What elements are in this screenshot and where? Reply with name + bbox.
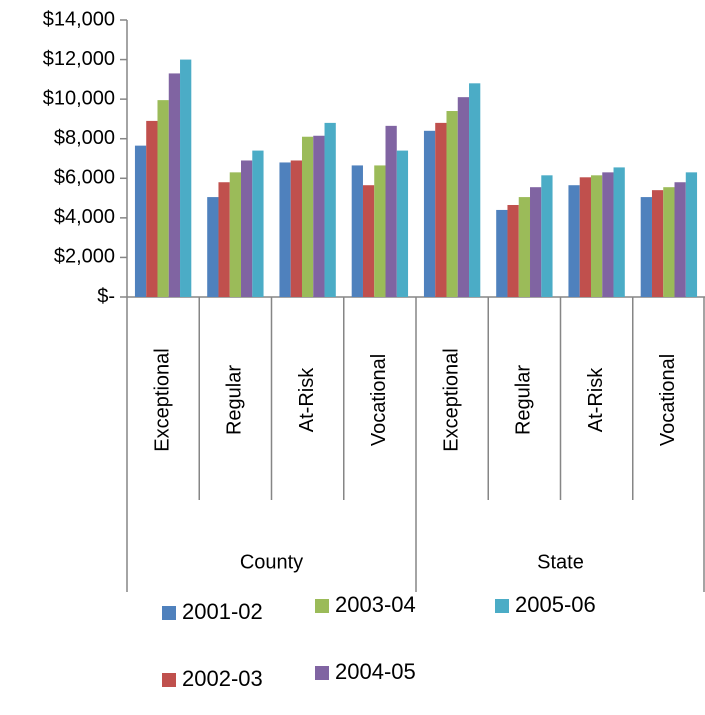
bar — [313, 135, 325, 297]
bar — [423, 130, 436, 297]
x-tick-label: Regular — [224, 365, 246, 435]
bar — [168, 73, 181, 298]
y-tick-label: $6,000 — [54, 167, 115, 189]
bar — [351, 165, 363, 297]
category-group-label: State — [537, 551, 584, 573]
y-tick-label: $- — [97, 285, 115, 307]
legend-swatch — [315, 666, 329, 680]
bar — [541, 175, 553, 297]
bar — [146, 120, 158, 298]
legend-swatch — [495, 599, 509, 613]
y-tick-label: $12,000 — [43, 48, 115, 70]
bar — [579, 177, 591, 297]
bar — [229, 172, 242, 297]
y-tick-label: $10,000 — [43, 87, 115, 109]
bar — [651, 190, 664, 297]
bar — [518, 197, 531, 297]
bar — [252, 150, 264, 297]
legend-label: 2004-05 — [335, 659, 416, 684]
bar — [469, 83, 481, 297]
legend-swatch — [315, 599, 329, 613]
bar — [324, 122, 336, 297]
bar — [134, 145, 147, 297]
bar — [396, 150, 409, 297]
x-tick-label: Exceptional — [151, 348, 173, 451]
bar — [218, 182, 230, 297]
bar — [530, 187, 542, 297]
legend-swatch — [162, 606, 176, 620]
bar — [446, 111, 458, 297]
bar — [385, 125, 397, 297]
bar — [207, 197, 219, 297]
bar — [674, 182, 686, 297]
bar — [362, 185, 375, 297]
legend-label: 2002-03 — [182, 666, 263, 691]
bar — [157, 100, 169, 297]
legend-label: 2001-02 — [182, 599, 263, 624]
bar — [507, 204, 519, 297]
y-tick-label: $4,000 — [54, 206, 115, 228]
bar — [241, 160, 253, 297]
x-tick-label: At-Risk — [585, 367, 607, 432]
bar — [290, 160, 302, 297]
legend-label: 2003-04 — [335, 592, 416, 617]
x-tick-label: Exceptional — [440, 348, 462, 451]
category-group-label: County — [240, 551, 303, 573]
bar — [496, 209, 508, 297]
bar — [568, 185, 580, 297]
x-tick-label: Vocational — [368, 354, 390, 446]
x-tick-label: At-Risk — [296, 367, 318, 432]
legend-swatch — [162, 673, 176, 687]
bar — [663, 187, 675, 297]
bar — [301, 136, 314, 297]
bar — [640, 197, 652, 297]
legend-label: 2005-06 — [515, 592, 596, 617]
bar — [685, 172, 698, 297]
bar — [602, 172, 614, 297]
bar — [613, 167, 625, 297]
bar — [374, 165, 386, 297]
bar — [590, 175, 603, 297]
y-tick-label: $2,000 — [54, 246, 115, 268]
y-tick-label: $14,000 — [43, 8, 115, 30]
y-tick-label: $8,000 — [54, 127, 115, 149]
x-tick-label: Vocational — [657, 354, 679, 446]
x-tick-label: Regular — [513, 365, 535, 435]
bar — [435, 122, 447, 297]
bar — [180, 59, 192, 298]
bar — [279, 162, 291, 297]
bar — [457, 97, 470, 298]
